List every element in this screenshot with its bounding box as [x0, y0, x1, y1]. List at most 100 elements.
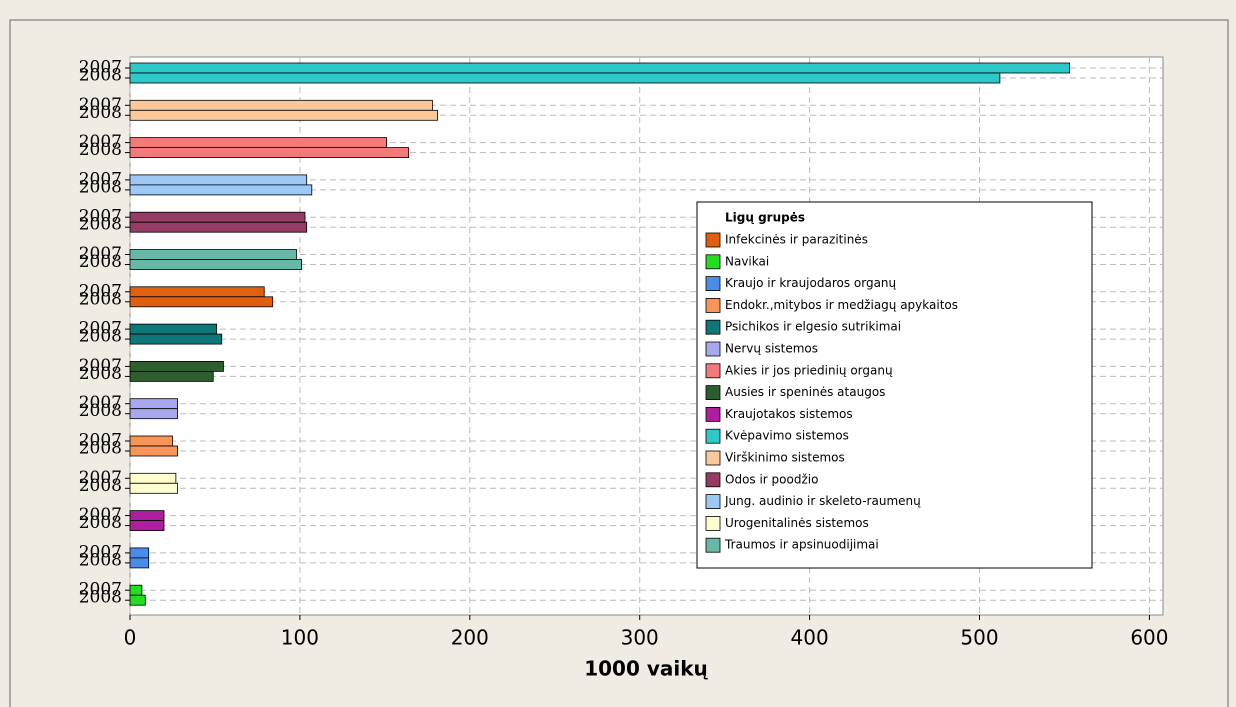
legend-box [696, 201, 1093, 569]
y-tick-label: 2007 [79, 58, 122, 78]
y-tick-label: 2007 [79, 169, 122, 189]
y-tick-label: 2007 [79, 95, 122, 115]
y-tick-label: 2007 [79, 319, 122, 339]
legend-title: Ligų grupės [725, 211, 805, 225]
bar [129, 520, 165, 531]
y-tick-label: 2008 [79, 140, 122, 160]
y-tick-label: 2008 [79, 364, 122, 384]
legend-label: Nervų sistemos [725, 342, 818, 356]
bar [129, 445, 178, 457]
bar [129, 62, 1070, 74]
y-tick-label: 2007 [79, 393, 122, 413]
y-tick-label: 2008 [79, 327, 122, 347]
x-tick-label: 500 [960, 626, 998, 650]
legend-swatch [705, 297, 721, 313]
x-tick-label: 300 [621, 626, 659, 650]
legend-label: Psichikos ir elgesio sutrikimai [725, 320, 901, 334]
y-tick-label: 2007 [79, 468, 122, 488]
y-tick-label: 2008 [79, 550, 122, 570]
legend-swatch [705, 537, 721, 553]
legend-label: Jung. audinio ir skeleto-raumenų [724, 494, 921, 508]
y-tick-label: 2008 [79, 103, 122, 123]
bar [129, 398, 178, 410]
bar [129, 482, 178, 494]
x-tick-label: 200 [451, 626, 489, 650]
y-tick-label: 2008 [79, 588, 122, 608]
x-tick-label: 600 [1130, 626, 1168, 650]
y-tick-label: 2007 [79, 431, 122, 451]
bar [129, 249, 297, 260]
legend-label: Odos ir poodžio [725, 472, 818, 486]
legend-label: Kvėpavimo sistemos [725, 429, 849, 443]
y-tick-label: 2008 [79, 439, 122, 459]
bar [129, 286, 265, 298]
bar [129, 370, 214, 382]
legend-swatch [705, 319, 721, 335]
legend-label: Kraujotakos sistemos [725, 407, 853, 421]
x-axis-label: 1000 vaikų [584, 657, 708, 681]
bar [129, 594, 146, 606]
legend-swatch [705, 472, 721, 488]
y-tick-label: 2007 [79, 356, 122, 376]
bar [129, 547, 150, 559]
bar [129, 557, 150, 569]
bar [129, 360, 224, 372]
legend-swatch [705, 254, 721, 270]
legend-label: Akies ir jos priedinių organų [725, 363, 893, 377]
bar [129, 435, 173, 447]
bar [129, 109, 438, 121]
bar [129, 333, 223, 345]
bar [129, 72, 1001, 84]
legend-label: Infekcinės ir parazitinės [725, 233, 868, 247]
bar [129, 408, 178, 420]
legend-label: Kraujo ir kraujodaros organų [725, 276, 897, 290]
legend-swatch [705, 232, 721, 248]
y-tick-label: 2007 [79, 580, 122, 600]
legend-label: Endokr.,mitybos ir medžiagų apykaitos [725, 298, 958, 312]
y-tick-label: 2008 [79, 476, 122, 496]
bar [129, 211, 306, 223]
bar [129, 137, 387, 149]
y-tick-label: 2007 [79, 542, 122, 562]
y-tick-label: 2007 [79, 281, 122, 301]
legend-label: Urogenitalinės sistemos [725, 516, 869, 530]
legend-swatch [705, 450, 721, 466]
y-tick-label: 2008 [79, 289, 122, 309]
legend-swatch [705, 428, 721, 444]
x-tick-label: 400 [791, 626, 829, 650]
legend-swatch [705, 276, 721, 292]
y-tick-label: 2007 [79, 132, 122, 152]
bar [129, 174, 308, 186]
y-tick-label: 2008 [79, 215, 122, 235]
y-tick-label: 2008 [79, 252, 122, 272]
bar [129, 472, 177, 484]
legend-label: Navikai [725, 254, 769, 268]
bar [129, 184, 313, 196]
bar [129, 296, 274, 308]
y-tick-label: 2008 [79, 177, 122, 197]
bar [129, 259, 303, 270]
legend-swatch [705, 363, 721, 379]
legend-swatch [705, 341, 721, 357]
x-tick-label: 100 [281, 626, 319, 650]
legend-label: Ausies ir speninės ataugos [725, 385, 885, 399]
bar [129, 147, 410, 159]
y-tick-label: 2008 [79, 513, 122, 533]
legend-label: Virškinimo sistemos [725, 451, 845, 465]
bar [129, 323, 218, 335]
bar [129, 510, 165, 522]
y-tick-label: 2008 [79, 401, 122, 421]
y-tick-label: 2007 [79, 244, 122, 264]
x-tick-label: 0 [124, 626, 137, 650]
legend-swatch [705, 494, 721, 510]
bar [129, 584, 143, 596]
legend-label: Traumos ir apsinuodijimai [724, 538, 879, 552]
bar [129, 99, 433, 111]
legend-swatch [705, 385, 721, 401]
bar [129, 221, 308, 233]
legend-swatch [705, 406, 721, 422]
y-tick-label: 2007 [79, 505, 122, 525]
y-tick-label: 2008 [79, 66, 122, 86]
y-tick-label: 2007 [79, 207, 122, 227]
